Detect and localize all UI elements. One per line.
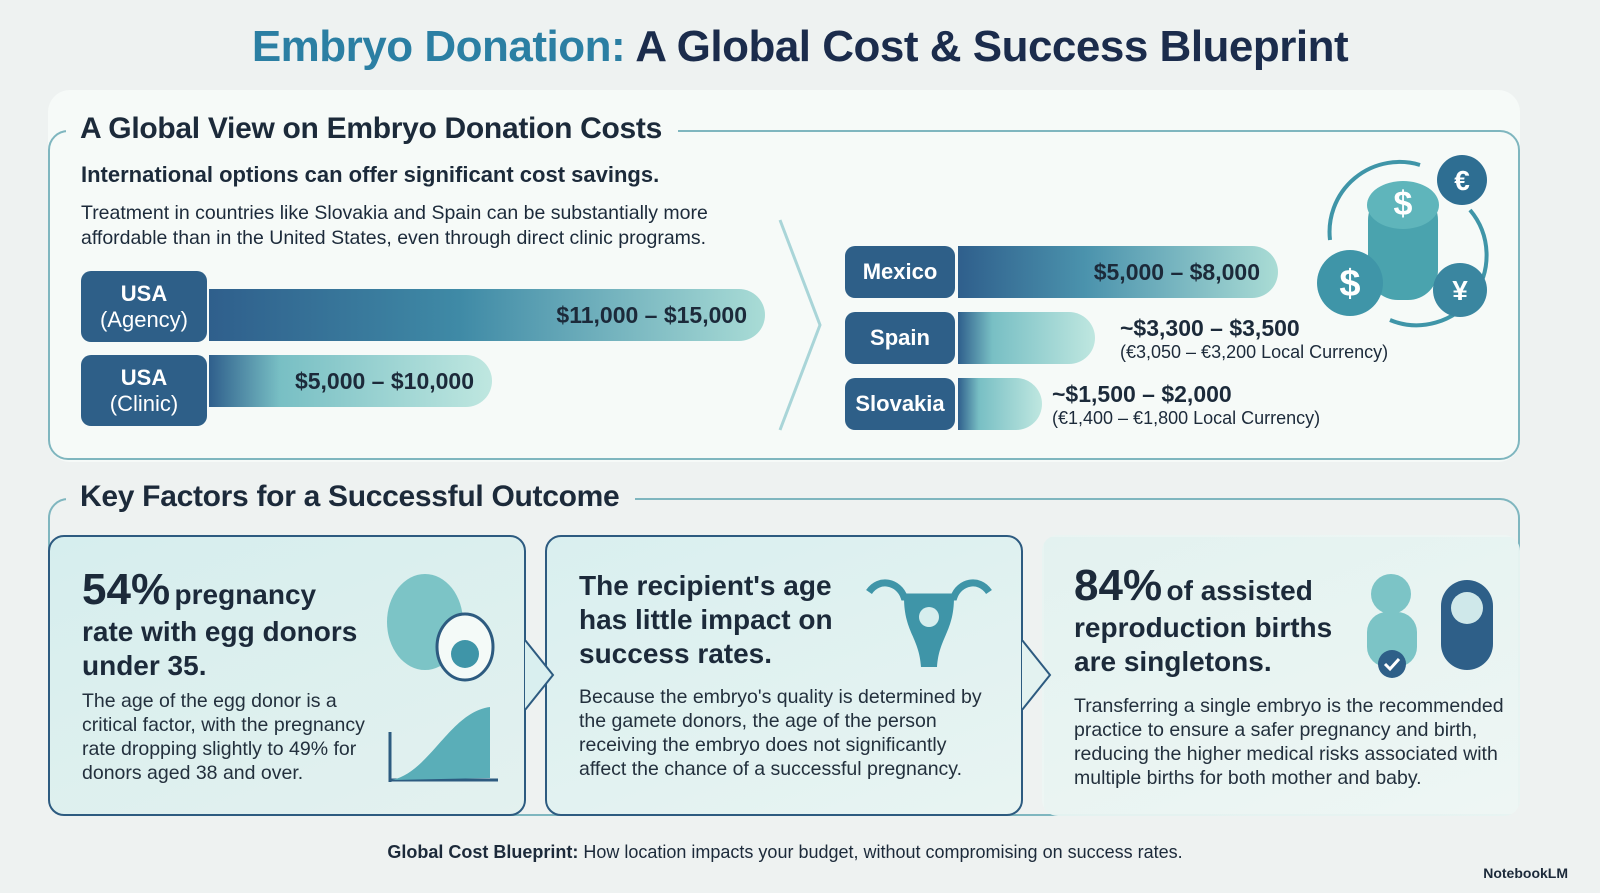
label: Slovakia <box>855 391 945 416</box>
usa-agency-bar: $11,000 – $15,000 <box>209 289 765 341</box>
slovakia-label: Slovakia <box>845 378 955 430</box>
costs-description: Treatment in countries like Slovakia and… <box>81 202 708 249</box>
local: (€3,050 – €3,200 Local Currency) <box>1120 342 1389 362</box>
factors-heading: Key Factors for a Successful Outcome <box>66 480 636 514</box>
stat: 84% <box>1074 561 1163 610</box>
currency-icon: $ $ € ¥ <box>1317 155 1489 328</box>
uterus-icon <box>866 579 992 667</box>
svg-text:$: $ <box>1394 185 1413 223</box>
label: Spain <box>870 325 930 350</box>
body: Because the embryo's quality is determin… <box>579 686 982 780</box>
sublabel: (Agency) <box>99 306 189 332</box>
mexico-bar: $5,000 – $8,000 <box>958 246 1278 298</box>
usa-clinic-bar: $5,000 – $10,000 <box>209 355 492 407</box>
usa-agency-label: USA (Agency) <box>81 271 207 342</box>
factor-card: 54% pregnancy rate with egg donors under… <box>48 535 526 816</box>
slovakia-text: ~$1,500 – $2,000 (€1,400 – €1,800 Local C… <box>1052 381 1320 429</box>
footer-lead: Global Cost Blueprint: <box>387 842 579 862</box>
footer: Global Cost Blueprint: How location impa… <box>0 842 1570 863</box>
chevron <box>778 219 822 431</box>
range: $5,000 – $8,000 <box>1093 258 1260 285</box>
label: USA <box>120 364 168 390</box>
title: Embryo Donation: A Global Cost & Success… <box>0 22 1600 72</box>
slovakia-bar <box>958 378 1042 430</box>
spain-label: Spain <box>845 312 955 364</box>
body: The age of the egg donor is a critical f… <box>82 690 365 784</box>
range: ~$1,500 – $2,000 <box>1052 381 1232 407</box>
egg-icon <box>387 574 498 782</box>
local: (€1,400 – €1,800 Local Currency) <box>1052 408 1321 428</box>
headline: of assisted reproduction births are sing… <box>1074 575 1333 677</box>
sublabel: (Clinic) <box>109 390 179 416</box>
costs-heading: A Global View on Embryo Donation Costs <box>66 112 678 146</box>
range: $5,000 – $10,000 <box>294 367 474 394</box>
factor-card: 84% of assisted reproduction births are … <box>1042 535 1520 816</box>
mexico-label: Mexico <box>845 246 955 298</box>
card-head: 84% of assisted reproduction births are … <box>1074 561 1364 679</box>
range: $11,000 – $15,000 <box>556 301 747 328</box>
usa-clinic-label: USA (Clinic) <box>81 355 207 426</box>
arrow <box>1022 640 1052 710</box>
label: USA <box>120 280 168 306</box>
title-main: A Global Cost & Success Blueprint <box>635 22 1349 71</box>
stat: 54% <box>82 565 171 614</box>
costs-subheading: International options can offer signific… <box>81 162 660 187</box>
arrow <box>525 640 555 710</box>
baby-icon <box>1367 574 1493 678</box>
card-head: 54% pregnancy rate with egg donors under… <box>82 565 372 683</box>
factor-card: The recipient's age has little impact on… <box>545 535 1023 816</box>
footer-text: How location impacts your budget, withou… <box>583 842 1183 862</box>
brand: NotebookLM <box>1483 865 1568 881</box>
title-accent: Embryo Donation: <box>251 22 626 71</box>
svg-text:€: € <box>1454 165 1470 196</box>
body: Transferring a single embryo is the reco… <box>1074 695 1504 789</box>
costs-border <box>48 130 1520 460</box>
range: ~$3,300 – $3,500 <box>1120 315 1300 341</box>
svg-text:¥: ¥ <box>1452 275 1468 306</box>
headline: The recipient's age has little impact on… <box>579 570 833 669</box>
spain-bar <box>958 312 1095 364</box>
spain-text: ~$3,300 – $3,500 (€3,050 – €3,200 Local C… <box>1120 315 1388 363</box>
svg-text:$: $ <box>1339 263 1360 305</box>
headline: pregnancy rate with egg donors under 35. <box>82 579 358 681</box>
label: Mexico <box>862 259 938 284</box>
